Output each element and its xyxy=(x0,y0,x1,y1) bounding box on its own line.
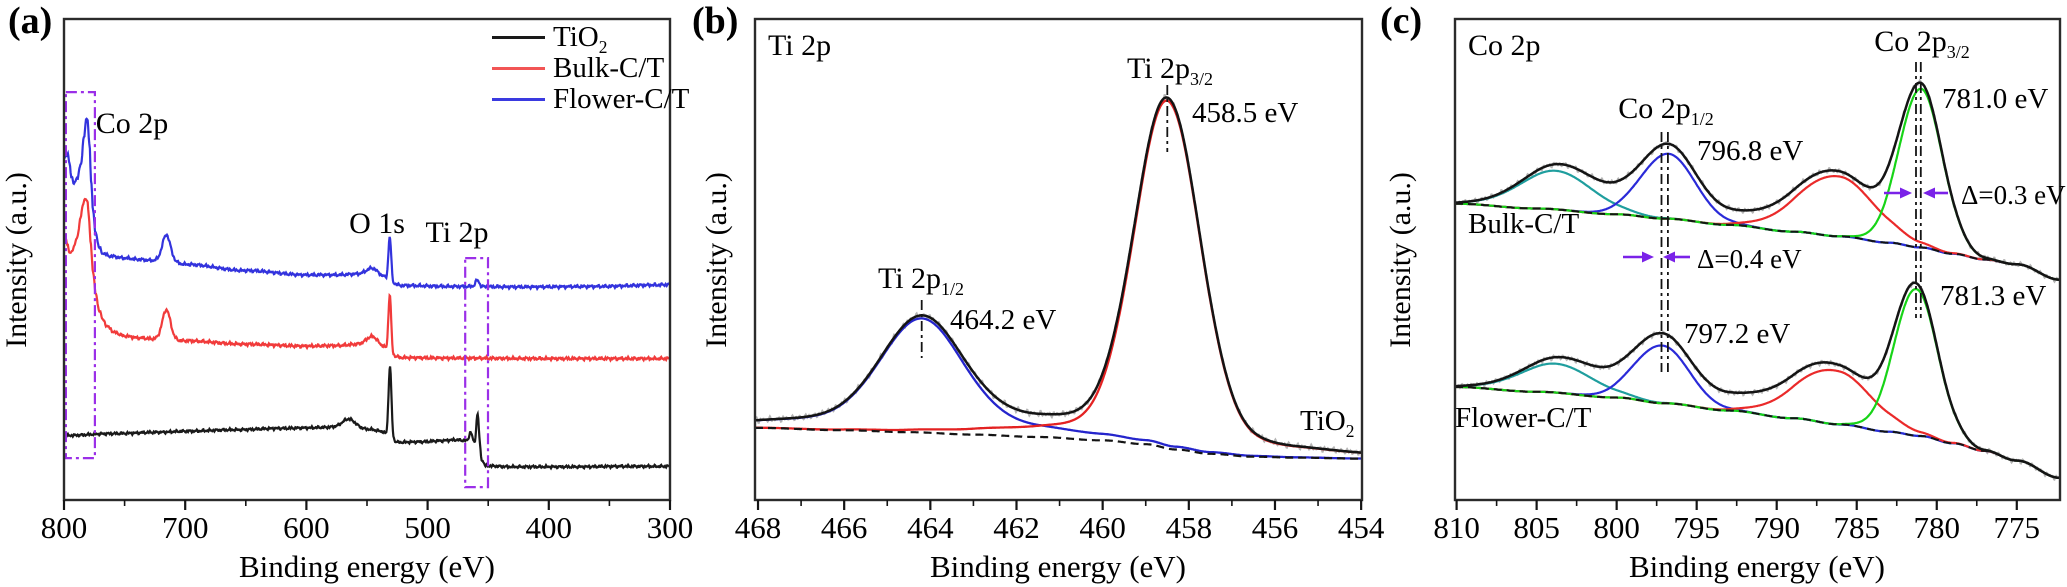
legend-flower-label: Flower-C/T xyxy=(553,83,690,115)
x-tick-label: 795 xyxy=(1673,510,1720,545)
label-ti2p-corner: Ti 2p xyxy=(768,29,832,62)
x-tick-label: 500 xyxy=(404,510,451,545)
label-flower-ct: Flower-C/T xyxy=(1455,402,1592,434)
y-axis-title-a: Intensity (a.u.) xyxy=(0,172,33,348)
x-tick-label: 462 xyxy=(993,510,1040,545)
curve-fit-envelope xyxy=(755,96,1362,454)
x-tick-label: 785 xyxy=(1833,510,1880,545)
shift-arrow-head xyxy=(1642,251,1654,263)
legend: TiO2 Bulk-C/T Flower-C/T xyxy=(492,22,689,115)
legend-flower: Flower-C/T xyxy=(492,84,689,115)
curve-shirley-background xyxy=(755,426,1362,460)
curve-flower-c-t-background xyxy=(1455,386,2060,479)
x-axis-title-a: Binding energy (eV) xyxy=(239,549,495,584)
label-7972ev: 797.2 eV xyxy=(1684,318,1791,350)
shift-arrow-head xyxy=(1900,187,1912,199)
label-ti2p32: Ti 2p3/2 xyxy=(1126,52,1214,89)
x-tick-label: 300 xyxy=(647,510,694,545)
x-axis-title-b: Binding energy (eV) xyxy=(930,549,1186,584)
x-tick-label: 466 xyxy=(821,510,868,545)
shift-arrow-head xyxy=(1923,187,1935,199)
x-tick-label: 454 xyxy=(1338,510,1385,545)
x-tick-label: 456 xyxy=(1252,510,1299,545)
y-axis-title-c: Intensity (a.u.) xyxy=(1384,172,1417,348)
curve-bulk-c-t-background xyxy=(1455,202,2060,281)
y-axis-title-b: Intensity (a.u.) xyxy=(700,172,733,348)
legend-tio2: TiO2 xyxy=(492,21,689,57)
x-axis-c: 810 805 800 795 790 785 780 775 xyxy=(1433,500,2040,545)
x-tick-label: 775 xyxy=(1994,510,2041,545)
x-tick-label: 460 xyxy=(1079,510,1126,545)
legend-bulk: Bulk-C/T xyxy=(492,53,689,84)
curve-flower-c-t-envelope xyxy=(1455,281,2060,480)
label-co2p12: Co 2p1/2 xyxy=(1618,92,1714,129)
label-ti2p: Ti 2p xyxy=(425,216,489,249)
label-7810ev: 781.0 eV xyxy=(1942,83,2049,115)
panel-a: 800 700 600 500 400 300 xyxy=(41,17,694,545)
panel-c: 810 805 800 795 790 785 780 775 xyxy=(1433,17,2062,545)
label-4585ev: 458.5 eV xyxy=(1192,97,1299,129)
x-tick-label: 780 xyxy=(1914,510,1961,545)
panel-b: 468 466 464 462 460 458 456 454 xyxy=(735,17,1385,545)
legend-bulk-label: Bulk-C/T xyxy=(553,52,665,84)
x-tick-label: 600 xyxy=(283,510,330,545)
curve-bulk-c-t-envelope xyxy=(1455,81,2060,281)
label-delta04: Δ=0.4 eV xyxy=(1697,244,1802,274)
label-co2p32: Co 2p3/2 xyxy=(1874,25,1970,62)
curve-bulk-c-t-survey xyxy=(64,197,670,363)
x-tick-label: 805 xyxy=(1513,510,1560,545)
x-axis-b: 468 466 464 462 460 458 456 454 xyxy=(735,500,1385,545)
shift-arrow-head xyxy=(1663,251,1675,263)
panel-letter-a: (a) xyxy=(8,0,53,42)
x-tick-label: 400 xyxy=(526,510,573,545)
curve-flower-c-t-survey xyxy=(64,117,670,292)
x-axis-title-c: Binding energy (eV) xyxy=(1629,549,1885,584)
label-co2p-corner: Co 2p xyxy=(1468,29,1541,62)
label-delta03: Δ=0.3 eV xyxy=(1961,180,2066,210)
label-4642ev: 464.2 eV xyxy=(950,304,1057,336)
label-o1s: O 1s xyxy=(349,207,405,240)
legend-tio2-label: TiO2 xyxy=(553,21,608,57)
curve-tio2-survey xyxy=(64,366,670,471)
label-co2p: Co 2p xyxy=(95,107,169,140)
label-7968ev: 796.8 eV xyxy=(1697,135,1804,167)
label-ti2p12: Ti 2p1/2 xyxy=(877,262,965,299)
x-axis-a: 800 700 600 500 400 300 xyxy=(41,500,694,545)
x-tick-label: 790 xyxy=(1753,510,1800,545)
x-tick-label: 468 xyxy=(735,510,782,545)
axes-frame-c xyxy=(1453,17,2062,502)
x-tick-label: 810 xyxy=(1433,510,1480,545)
panel-letter-b: (b) xyxy=(692,0,739,42)
x-tick-label: 800 xyxy=(41,510,88,545)
label-tio2-corner: TiO2 xyxy=(1300,405,1355,441)
label-bulk-ct: Bulk-C/T xyxy=(1468,208,1580,240)
x-tick-label: 458 xyxy=(1166,510,1213,545)
axes-frame-b xyxy=(753,17,1364,502)
x-tick-label: 800 xyxy=(1593,510,1640,545)
panel-letter-c: (c) xyxy=(1380,0,1423,42)
legend-bulk-swatch xyxy=(492,67,545,70)
x-tick-label: 700 xyxy=(162,510,209,545)
highlight-ti2p-region xyxy=(464,257,490,489)
legend-flower-swatch xyxy=(492,98,545,101)
label-7813ev: 781.3 eV xyxy=(1940,280,2047,312)
legend-tio2-swatch xyxy=(492,36,545,39)
x-tick-label: 464 xyxy=(907,510,954,545)
